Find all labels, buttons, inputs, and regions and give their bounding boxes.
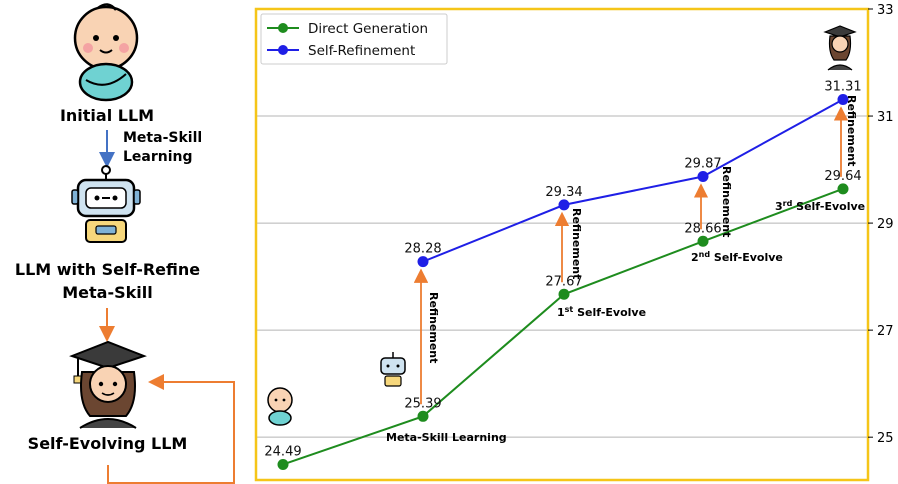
- legend-dot-refine: [278, 45, 288, 55]
- data-point-direct: [837, 183, 849, 195]
- data-label-direct: 28.66: [684, 221, 721, 236]
- baby-icon: [73, 3, 139, 102]
- data-point-refine: [697, 171, 709, 183]
- stage-meta-skill-annotation: Meta-Skill Learning: [386, 431, 507, 444]
- data-label-refine: 28.28: [404, 242, 441, 257]
- pipeline-graphics: [69, 3, 235, 484]
- legend-box: [260, 13, 448, 65]
- refinement-label-3: Refinement: [720, 166, 733, 237]
- selfrefine-label-1: LLM with Self-Refine: [14, 260, 201, 279]
- legend-label-direct: Direct Generation: [308, 21, 428, 37]
- robot-icon: [71, 165, 141, 243]
- stage-2-annotation: 2nd Self-Evolve: [691, 250, 783, 264]
- initial-llm-label: Initial LLM: [59, 106, 155, 125]
- data-label-direct: 24.49: [264, 444, 301, 459]
- robot-icon-small: [380, 352, 406, 387]
- legend: Direct Generation Self-Refinement: [260, 13, 448, 65]
- refinement-arrows: [413, 106, 849, 405]
- series-line-direct: [282, 187, 844, 466]
- data-label-refine: 31.31: [824, 79, 861, 94]
- refinement-label-1: Refinement: [427, 292, 440, 363]
- data-labels: 24.49 25.39 27.67 28.66 29.64 28.28 29.34 29.87…: [264, 79, 861, 459]
- graduate-icon: [69, 340, 147, 429]
- baby-icon-small: [267, 387, 293, 426]
- y-tick-label: 33: [877, 3, 894, 18]
- meta-skill-label-2: Learning: [123, 149, 193, 165]
- data-point-refine: [417, 256, 429, 268]
- data-label-refine: 29.87: [684, 157, 721, 172]
- graduate-icon-small: [823, 25, 857, 71]
- legend-label-refine: Self-Refinement: [308, 43, 415, 59]
- data-point-refine: [558, 199, 570, 211]
- data-point-direct: [277, 458, 289, 470]
- evolving-llm-label: Self-Evolving LLM: [27, 434, 188, 453]
- y-tick-label: 25: [877, 431, 894, 446]
- legend-dot-direct: [278, 23, 288, 33]
- refinement-label-4: Refinement: [845, 95, 858, 166]
- data-label-direct: 29.64: [824, 169, 861, 184]
- y-tick-label: 29: [877, 217, 894, 232]
- pipeline-panel: Initial LLM Meta-Skill Learning LLM with…: [0, 0, 240, 484]
- series-line-refine: [422, 98, 844, 263]
- selfrefine-label-2: Meta-Skill: [62, 283, 153, 302]
- y-tick-label: 27: [877, 324, 894, 339]
- meta-skill-label-1: Meta-Skill: [123, 130, 203, 146]
- y-axis-ticks: 25 27 29 31 33: [868, 3, 894, 446]
- y-tick-label: 31: [877, 110, 894, 125]
- feedback-loop-arrow: [107, 381, 235, 484]
- data-point-direct: [697, 235, 709, 247]
- data-point-direct: [558, 288, 570, 300]
- data-label-direct: 25.39: [404, 396, 441, 411]
- refinement-label-2: Refinement: [570, 208, 583, 279]
- data-point-direct: [417, 410, 429, 422]
- series-lines: [277, 93, 849, 470]
- plot-frame: [254, 7, 870, 482]
- data-label-direct: 27.67: [545, 274, 582, 289]
- stage-3-annotation: 3rd Self-Evolve: [775, 199, 865, 213]
- data-label-refine: 29.34: [545, 185, 582, 200]
- data-point-refine: [837, 93, 849, 105]
- stage-1-annotation: 1st Self-Evolve: [557, 305, 646, 319]
